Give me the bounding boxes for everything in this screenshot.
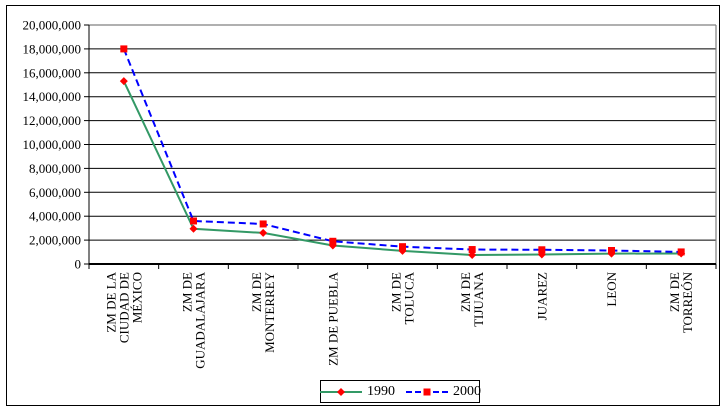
y-axis-tick-label: 0 xyxy=(75,257,82,272)
data-point-marker-2000 xyxy=(259,220,267,228)
data-point-marker-2000 xyxy=(120,45,128,53)
data-point-marker-2000 xyxy=(329,237,337,245)
x-axis-category-label: ZM DE PUEBLA xyxy=(325,271,340,366)
data-point-marker-1990 xyxy=(259,228,268,237)
x-axis-category-label: MONTERREY xyxy=(262,271,277,353)
legend-line-sample-1990 xyxy=(320,387,362,396)
data-point-marker-2000 xyxy=(677,248,685,256)
chart-outer-border xyxy=(6,5,720,406)
y-axis-tick-label: 16,000,000 xyxy=(23,65,82,80)
legend-diamond-marker-icon xyxy=(337,387,345,396)
data-point-marker-2000 xyxy=(399,243,406,251)
x-axis-category-label: JUAREZ xyxy=(534,272,549,320)
x-axis-category-label: TORREÓN xyxy=(680,271,695,333)
legend-item-1990: 1990 xyxy=(319,383,395,399)
legend-square-marker-icon xyxy=(423,388,431,395)
x-axis-category-label: TOLUCA xyxy=(402,271,417,324)
x-axis-category-label: ZM DE xyxy=(249,272,264,312)
x-axis-category-label: ZM DE xyxy=(667,272,682,312)
series-line-2000 xyxy=(122,48,682,253)
y-axis-tick-label: 6,000,000 xyxy=(29,185,81,200)
y-axis-tick-label: 14,000,000 xyxy=(23,89,82,104)
y-axis-tick-label: 2,000,000 xyxy=(29,233,81,248)
chart-legend: 1990 2000 xyxy=(319,380,481,403)
x-axis-category-label: ZM DE LA xyxy=(103,271,118,332)
data-point-marker-2000 xyxy=(608,246,615,254)
legend-label-2000: 2000 xyxy=(453,383,481,399)
y-axis-tick-label: 18,000,000 xyxy=(23,41,82,56)
x-axis-category-label: TIJUANA xyxy=(471,271,486,326)
legend-label-1990: 1990 xyxy=(367,383,395,399)
y-axis-tick-label: 8,000,000 xyxy=(29,161,81,176)
x-axis-category-label: MÉXICO xyxy=(129,272,144,323)
data-point-marker-1990 xyxy=(119,77,128,86)
data-point-marker-1990 xyxy=(189,224,198,233)
y-axis-tick-label: 20,000,000 xyxy=(23,18,82,33)
data-point-marker-2000 xyxy=(190,217,197,225)
data-point-marker-2000 xyxy=(538,246,546,254)
x-axis-category-label: ZM DE xyxy=(389,272,404,312)
data-point-marker-2000 xyxy=(468,246,476,254)
y-axis-tick-label: 12,000,000 xyxy=(23,113,82,128)
legend-item-2000: 2000 xyxy=(405,383,481,399)
x-axis-category-label: CIUDAD DE xyxy=(116,272,131,343)
x-axis-category-label: LEON xyxy=(604,271,619,306)
y-axis-tick-label: 10,000,000 xyxy=(23,137,82,152)
x-axis-category-label: ZM DE xyxy=(180,272,195,312)
x-axis-category-label: GUADALAJARA xyxy=(193,271,208,368)
legend-line-sample-2000 xyxy=(406,388,448,395)
y-axis-tick-label: 4,000,000 xyxy=(29,209,81,224)
x-axis-category-label: ZM DE xyxy=(458,272,473,312)
